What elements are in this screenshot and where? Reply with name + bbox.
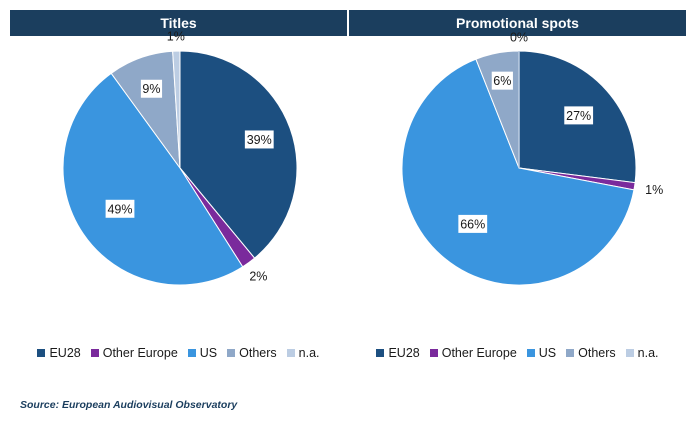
- data-label-text: 27%: [566, 109, 591, 123]
- data-label-text: 66%: [460, 217, 485, 231]
- data-label-eu28: 39%: [244, 130, 274, 149]
- legend-label: Other Europe: [102, 346, 178, 360]
- legend-item-other-europe: Other Europe: [90, 346, 178, 360]
- data-label-text: 1%: [167, 29, 185, 43]
- data-label-text: 1%: [645, 183, 663, 197]
- legend-item-others: Others: [227, 346, 277, 360]
- chart-promotional-spots: Promotional spots 27% 1% 66% 6% 0% EU28 Other…: [349, 10, 686, 370]
- legend-swatch: [376, 349, 385, 357]
- data-label-us: 66%: [458, 214, 488, 233]
- legend-swatch: [566, 349, 575, 357]
- legend-item-n-a: n.a.: [286, 346, 320, 360]
- legend-item-eu28: EU28: [376, 346, 420, 360]
- legend: EU28 Other Europe US Others n.a.: [10, 346, 347, 360]
- chart-title: Promotional spots: [349, 10, 686, 36]
- data-label-text: 49%: [107, 202, 132, 216]
- legend-swatch: [526, 349, 535, 357]
- data-label-n-a: 0%: [510, 30, 528, 44]
- legend-swatch: [429, 349, 438, 357]
- data-label-box: [458, 214, 488, 233]
- data-label-box: [491, 71, 513, 90]
- legend-label: Others: [239, 346, 277, 360]
- legend-swatch: [227, 349, 236, 357]
- data-label-box: [564, 106, 594, 125]
- data-label-text: 39%: [247, 133, 272, 147]
- legend-item-us: US: [526, 346, 557, 360]
- legend-item-us: US: [187, 346, 218, 360]
- legend-label: n.a.: [637, 346, 659, 360]
- legend-item-other-europe: Other Europe: [429, 346, 517, 360]
- chart-title: Titles: [10, 10, 347, 36]
- legend-label: EU28: [49, 346, 81, 360]
- data-label-text: 9%: [142, 82, 160, 96]
- legend-swatch: [37, 349, 46, 357]
- pie-slice-us: [62, 72, 244, 286]
- source-note: Source: European Audiovisual Observatory: [20, 399, 238, 411]
- pie-slice-eu28: [179, 50, 298, 259]
- data-label-other-europe: 1%: [645, 183, 663, 197]
- legend-label: US: [538, 346, 557, 360]
- data-label-eu28: 27%: [564, 106, 594, 125]
- legend-swatch: [90, 349, 99, 357]
- legend-label: Other Europe: [441, 346, 517, 360]
- data-label-text: 2%: [249, 269, 267, 283]
- data-label-box: [105, 199, 135, 218]
- legend-swatch: [187, 349, 196, 357]
- legend: EU28 Other Europe US Others n.a.: [349, 346, 686, 360]
- legend-label: Others: [578, 346, 616, 360]
- legend-label: EU28: [388, 346, 420, 360]
- legend-item-eu28: EU28: [37, 346, 81, 360]
- legend-label: US: [199, 346, 218, 360]
- data-label-n-a: 1%: [167, 29, 185, 43]
- pie-slice-n-a: [172, 50, 181, 169]
- data-label-text: 0%: [510, 30, 528, 44]
- data-label-other-europe: 2%: [249, 269, 267, 283]
- legend-item-others: Others: [566, 346, 616, 360]
- data-label-box: [140, 79, 163, 98]
- legend-swatch: [625, 349, 634, 357]
- data-label-us: 49%: [105, 199, 135, 218]
- chart-titles: Titles 39% 2% 49% 9% 1% EU28 Other Europe US Ot…: [10, 10, 347, 370]
- data-label-others: 9%: [140, 79, 163, 98]
- data-label-box: [244, 130, 274, 149]
- legend-label: n.a.: [298, 346, 320, 360]
- pie-chart-promotional-spots: 27% 1% 66% 6% 0%: [401, 30, 663, 286]
- data-label-text: 6%: [493, 74, 511, 88]
- legend-item-n-a: n.a.: [625, 346, 659, 360]
- legend-swatch: [286, 349, 295, 357]
- data-label-others: 6%: [491, 71, 513, 90]
- pie-chart-titles: 39% 2% 49% 9% 1%: [62, 29, 298, 286]
